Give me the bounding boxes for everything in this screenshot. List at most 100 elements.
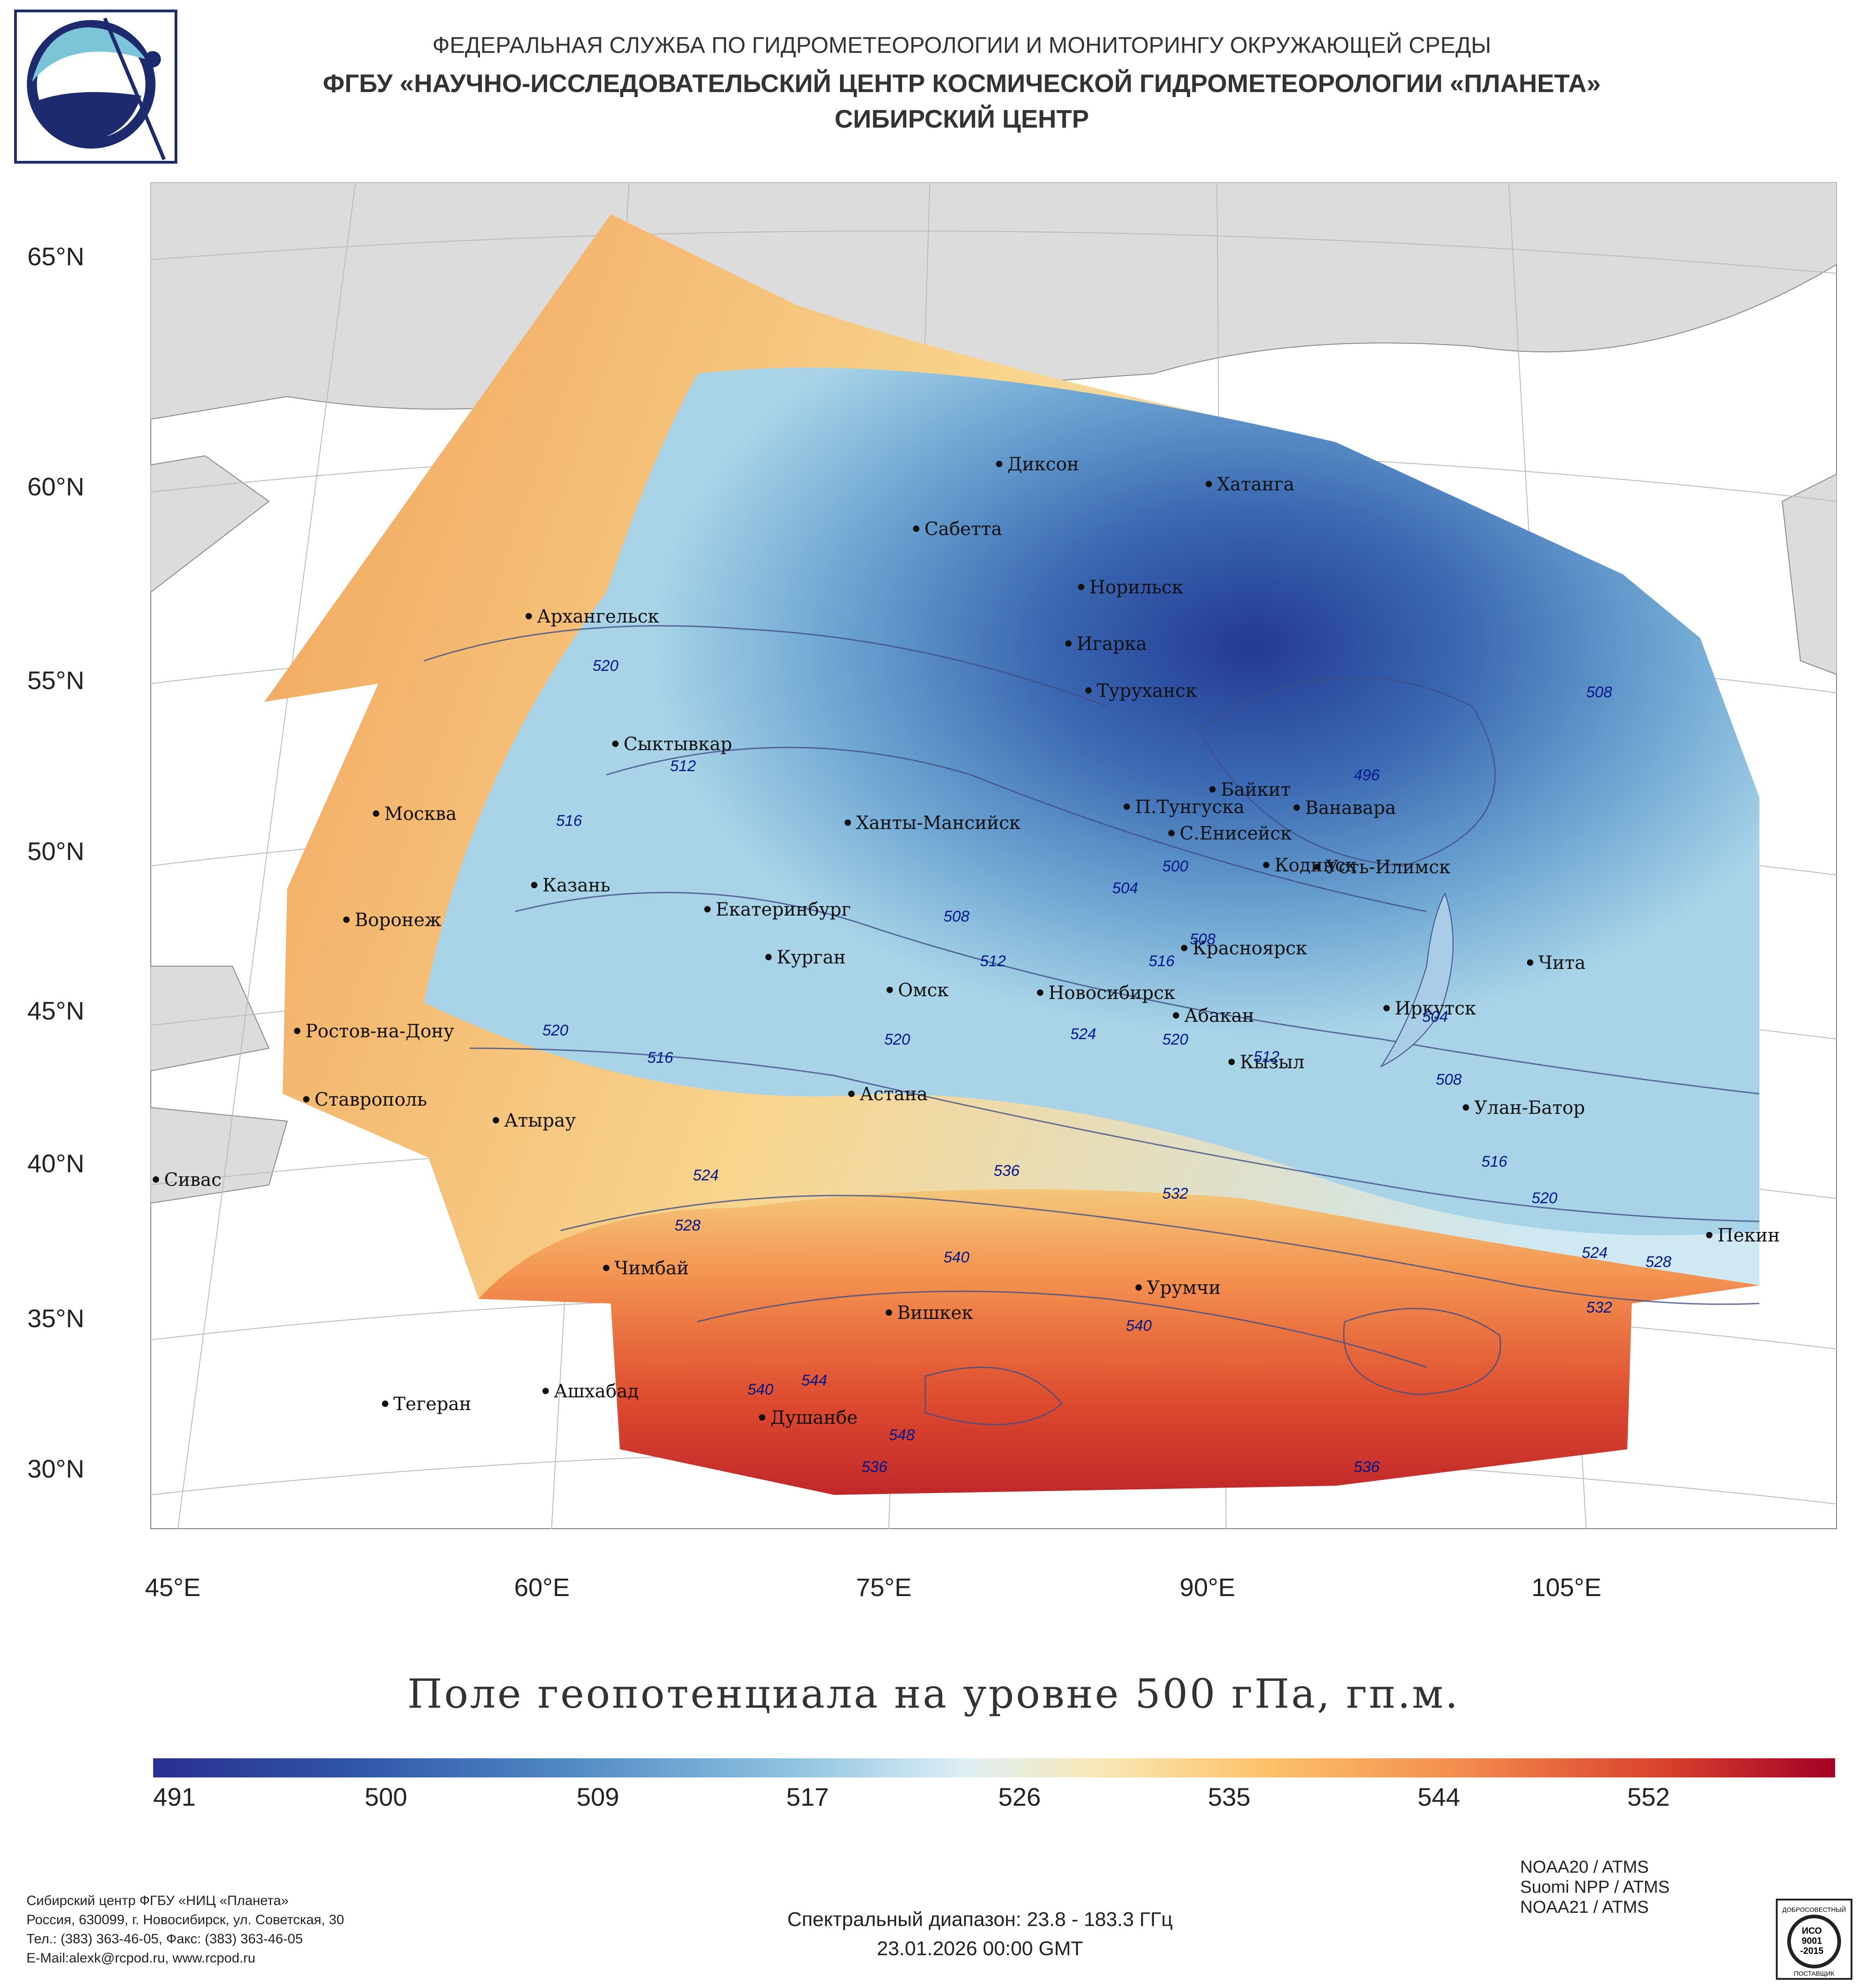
svg-text:Омск: Омск: [898, 980, 949, 1001]
scale-tick: 544: [1418, 1782, 1460, 1811]
center-title: СИБИРСКИЙ ЦЕНТР: [834, 104, 1089, 133]
contour-label: 536: [994, 1162, 1020, 1179]
svg-text:Сыктывкар: Сыктывкар: [624, 734, 732, 755]
city-ekaterinburg: Екатеринбург: [704, 899, 851, 920]
contour-label: 520: [593, 657, 619, 675]
lat-label-50: 50°N: [27, 837, 85, 865]
city-krasnoyarsk: Красноярск: [1181, 938, 1307, 959]
agency-title: ФЕДЕРАЛЬНАЯ СЛУЖБА ПО ГИДРОМЕТЕОРОЛОГИИ …: [432, 32, 1491, 58]
observation-datetime: 23.01.2026 00:00 GMT: [877, 1937, 1083, 1960]
contour-label: 508: [1436, 1071, 1462, 1088]
contour-labels: 520 512 516 508 512 496 508 500 504 508 …: [542, 657, 1671, 1476]
contour-label: 540: [748, 1381, 774, 1398]
scale-tick: 517: [786, 1782, 829, 1811]
city-khatanga: Хатанга: [1206, 474, 1295, 495]
city-rostov-na-donu: Ростов-на-Дону: [294, 1021, 454, 1042]
city-pekin: Пекин: [1706, 1225, 1780, 1246]
city-arkhangelsk: Архангельск: [526, 606, 659, 627]
lat-label-45: 45°N: [27, 996, 85, 1025]
contour-label: 512: [1253, 1048, 1279, 1066]
city-vanavara: Ванавара: [1294, 798, 1396, 819]
svg-text:Екатеринбург: Екатеринбург: [716, 899, 851, 920]
city-kyzyl: Кызыл: [1228, 1052, 1305, 1073]
city-astana: Астана: [848, 1084, 928, 1105]
svg-text:ИСО: ИСО: [1802, 1926, 1822, 1936]
city-stavropol: Ставрополь: [303, 1089, 427, 1110]
svg-text:Ханты-Мансийск: Ханты-Мансийск: [856, 813, 1021, 834]
contour-label: 520: [884, 1031, 910, 1048]
city-tegeran: Тегеран: [382, 1394, 471, 1415]
contour-label: 528: [675, 1217, 701, 1234]
contour-label: 520: [1162, 1031, 1188, 1048]
svg-text:Туруханск: Туруханск: [1097, 680, 1197, 701]
svg-text:Атырау: Атырау: [504, 1110, 576, 1131]
contour-label: 524: [1070, 1025, 1096, 1043]
scale-tick: 552: [1627, 1782, 1670, 1811]
contour-label: 504: [1112, 880, 1138, 897]
city-novosibirsk: Новосибирск: [1037, 983, 1175, 1004]
contour-label: 524: [1582, 1244, 1608, 1262]
svg-text:Вишкек: Вишкек: [897, 1303, 973, 1324]
contour-label: 528: [1645, 1253, 1671, 1271]
svg-text:ПОСТАВЩИК: ПОСТАВЩИК: [1794, 1970, 1835, 1977]
lat-label-55: 55°N: [27, 666, 85, 695]
svg-text:Абакан: Абакан: [1184, 1005, 1254, 1026]
city-irkutsk: Иркутск: [1383, 998, 1476, 1019]
svg-text:Душанбе: Душанбе: [770, 1407, 858, 1428]
contour-label: 512: [670, 757, 696, 775]
contour-label: 536: [861, 1458, 887, 1476]
svg-text:-2015: -2015: [1800, 1946, 1823, 1956]
svg-text:9001: 9001: [1802, 1936, 1822, 1946]
city-norilsk: Норильск: [1078, 577, 1183, 598]
lat-label-60: 60°N: [27, 472, 85, 501]
city-kazan: Казань: [531, 875, 610, 896]
svg-text:Чита: Чита: [1538, 953, 1586, 973]
svg-text:Воронеж: Воронеж: [355, 910, 441, 931]
city-sivas: Сивас: [153, 1169, 222, 1190]
svg-text:С.Енисейск: С.Енисейск: [1180, 823, 1292, 844]
city-voronezh: Воронеж: [343, 910, 441, 931]
svg-text:Хатанга: Хатанга: [1217, 474, 1295, 495]
city-ust-ilimsk: Усть-Илимск: [1314, 857, 1450, 878]
contour-label: 548: [889, 1427, 915, 1444]
contour-label: 520: [1532, 1190, 1558, 1207]
city-s-eniseysk: С.Енисейск: [1168, 823, 1292, 844]
contour-label: 516: [556, 812, 582, 829]
contour-label: 504: [1422, 1008, 1448, 1025]
scale-tick: 526: [998, 1782, 1041, 1811]
scale-tick: 491: [153, 1782, 196, 1811]
iso-certification-badge: ДОБРОСОВЕСТНЫЙ ИСО 9001 -2015 ПОСТАВЩИК: [1776, 1899, 1852, 1980]
svg-text:Норильск: Норильск: [1089, 577, 1183, 598]
svg-text:Пекин: Пекин: [1717, 1225, 1780, 1246]
sensor-item: NOAA20 / ATMS: [1520, 1858, 1649, 1877]
contact-block: Сибирский центр ФГБУ «НИЦ «Планета» Росс…: [26, 1891, 344, 1968]
city-igarka: Игарка: [1065, 633, 1147, 654]
sensor-item: NOAA21 / ATMS: [1520, 1898, 1649, 1917]
lon-label-60: 60°E: [514, 1573, 570, 1602]
contour-label: 532: [1586, 1299, 1612, 1316]
svg-text:ДОБРОСОВЕСТНЫЙ: ДОБРОСОВЕСТНЫЙ: [1782, 1906, 1846, 1913]
contour-label: 508: [1190, 931, 1216, 948]
lat-label-65: 65°N: [27, 242, 85, 271]
svg-text:Кызыл: Кызыл: [1240, 1052, 1305, 1073]
sensor-item: Suomi NPP / ATMS: [1520, 1878, 1670, 1897]
acquisition-info: Спектральный диапазон: 23.8 - 183.3 ГГц …: [638, 1905, 1322, 1963]
lon-label-75: 75°E: [856, 1573, 912, 1602]
svg-text:Тегеран: Тегеран: [393, 1394, 471, 1415]
city-syktyvkar: Сыктывкар: [612, 734, 732, 755]
sensor-list: NOAA20 / ATMS Suomi NPP / ATMS NOAA21 / …: [1520, 1857, 1670, 1917]
svg-text:Ростов-на-Дону: Ростов-на-Дону: [305, 1021, 454, 1042]
org-phone: Тел.: (383) 363-46-05, Факс: (383) 363-4…: [26, 1931, 303, 1947]
city-sabetta: Сабетта: [913, 519, 1002, 540]
city-baikit: Байкит: [1209, 779, 1291, 800]
lon-label-105: 105°E: [1532, 1573, 1602, 1602]
contour-label: 512: [980, 953, 1006, 970]
contour-label: 536: [1354, 1458, 1380, 1476]
svg-text:Сабетта: Сабетта: [924, 519, 1002, 540]
city-ashkhabad: Ашхабад: [542, 1381, 639, 1402]
contour-label: 544: [801, 1372, 827, 1389]
city-kurgan: Курган: [765, 947, 846, 968]
svg-text:Москва: Москва: [384, 803, 457, 824]
legend-title: Поле геопотенциала на уровне 500 гПа, гп…: [407, 1670, 1460, 1717]
svg-text:Астана: Астана: [860, 1084, 928, 1105]
